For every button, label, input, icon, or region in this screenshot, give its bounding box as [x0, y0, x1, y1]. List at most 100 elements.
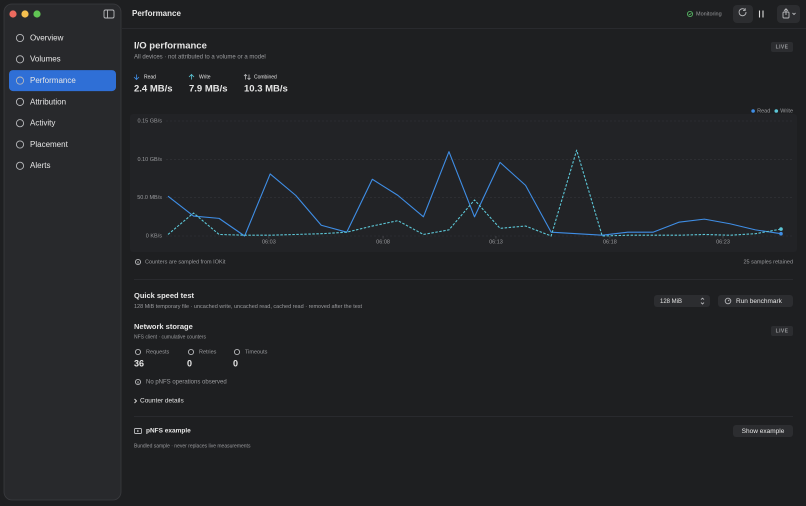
window-title: Performance [132, 9, 181, 18]
nav-icon [15, 119, 25, 128]
size-select[interactable]: 128 MiB [654, 295, 710, 307]
nav-item[interactable]: Overview [15, 33, 64, 43]
samples-note: 25 samples retained [743, 259, 793, 265]
y-tick-label: 0.10 GB/s [138, 157, 163, 163]
legend-label: Write [780, 108, 793, 114]
counter: Retries 0 [187, 348, 217, 368]
counter-value: 0 [233, 358, 238, 368]
live-badge-bg [771, 42, 793, 52]
last-point [779, 231, 783, 236]
counter: Timeouts 0 [233, 348, 268, 368]
chart-panel [130, 114, 797, 252]
counter-label: Requests [146, 350, 169, 356]
nav-item[interactable]: Attribution [15, 97, 66, 106]
stat-label: Read [144, 75, 156, 81]
counter-value: 0 [187, 358, 192, 368]
network-title: Network storage [134, 322, 193, 331]
legend: Write Read [751, 108, 793, 114]
y-tick-label: 50.0 MB/s [137, 195, 162, 201]
nav-label[interactable]: Performance [30, 76, 76, 85]
counter-value: 36 [134, 358, 144, 368]
button-label[interactable]: Show example [742, 428, 785, 435]
stat-value: 7.9 MB/s [189, 84, 228, 95]
share-menu-button[interactable] [777, 5, 800, 23]
sidebar [3, 3, 122, 501]
stat: Read 2.4 MB/s [133, 74, 173, 95]
x-tick-label: 06:03 [262, 239, 276, 245]
note-text: No pNFS operations observed [146, 380, 227, 386]
zoom-button[interactable] [33, 10, 41, 18]
sidebar-nav: Overview Volumes Performance Attribution Act… [9, 33, 116, 170]
minimize-button[interactable] [21, 10, 29, 18]
size-value[interactable]: 128 MiB [660, 299, 682, 305]
io-stats: Read 2.4 MB/s Write 7.9 MB/s Combined 10.3 MB… [133, 73, 288, 95]
counter-icon [134, 348, 142, 356]
nav-item[interactable]: Activity [15, 119, 55, 128]
io-chart: 0 KB/s 50.0 MB/s 0.10 GB/s 0.15 GB/s 06:03 06… [137, 108, 793, 245]
nav-selection [9, 70, 116, 92]
live-badge-bg [771, 326, 793, 336]
nav-item[interactable]: Volumes [15, 55, 61, 64]
nav-item[interactable]: Placement [15, 140, 69, 149]
counter-label: Retries [199, 350, 217, 356]
example-title: pNFS example [146, 428, 191, 435]
stat: Write 7.9 MB/s [188, 73, 228, 95]
refresh-button[interactable] [733, 5, 753, 23]
nav-icon [15, 55, 25, 64]
nav-label[interactable]: Alerts [30, 161, 50, 170]
nav-icon [15, 140, 25, 149]
legend-label: Read [757, 108, 770, 114]
nav-item[interactable]: Alerts [15, 161, 50, 170]
button-label[interactable]: Run benchmark [736, 298, 783, 305]
speed-test-title: Quick speed test [134, 291, 195, 300]
sidebar-toggle[interactable] [103, 9, 115, 19]
nav-label[interactable]: Activity [30, 119, 55, 128]
run-benchmark-button[interactable]: Run benchmark [718, 295, 793, 307]
stat-icon [188, 73, 195, 80]
stat-label: Write [199, 75, 211, 81]
counter-icon [233, 348, 241, 356]
section-subtitle: All devices · not attributed to a volume… [134, 55, 266, 61]
example-subtitle: Bundled sample · never replaces live mea… [134, 443, 251, 449]
status-label: Monitoring [696, 11, 722, 17]
monitoring-status: Monitoring [687, 10, 722, 17]
pause-button[interactable] [758, 10, 764, 18]
live-badge: LIVE [776, 329, 789, 335]
y-tick-label: 0.15 GB/s [138, 118, 163, 124]
nav-icon [15, 161, 25, 170]
show-example-button[interactable]: Show example [733, 425, 793, 437]
nav-label[interactable]: Attribution [30, 97, 66, 106]
network-subtitle: NFS client · cumulative counters [134, 334, 206, 340]
chart-footer: Counters are sampled from IOKit 25 sampl… [134, 258, 793, 265]
nav-icon [15, 97, 25, 106]
nav-icon [15, 76, 25, 85]
x-tick-label: 06:13 [489, 239, 503, 245]
nav-icon [15, 33, 25, 43]
x-tick-label: 06:23 [716, 239, 730, 245]
x-tick-label: 06:08 [376, 239, 390, 245]
footer-note: Counters are sampled from IOKit [145, 259, 226, 265]
stat-icon [133, 74, 140, 81]
stat-value: 2.4 MB/s [134, 84, 173, 95]
nav-label[interactable]: Overview [30, 33, 64, 42]
counter-icon [187, 348, 195, 356]
stat-label: Combined [254, 75, 277, 81]
series-line [167, 149, 782, 237]
legend-swatch [774, 109, 779, 113]
disclosure-label[interactable]: Counter details [140, 398, 184, 405]
nav-label[interactable]: Volumes [30, 55, 61, 64]
nav-item[interactable]: Performance [9, 70, 116, 92]
series-line [167, 151, 782, 237]
pnfs-note: No pNFS operations observed [134, 378, 227, 386]
stat-icon [243, 73, 251, 81]
close-button[interactable] [9, 10, 17, 18]
legend-swatch [751, 109, 755, 113]
section-title: I/O performance [134, 41, 207, 52]
stat-value: 10.3 MB/s [244, 84, 288, 95]
x-tick-label: 06:18 [603, 239, 617, 245]
nav-label[interactable]: Placement [30, 140, 69, 149]
counter-details-disclosure[interactable]: Counter details [134, 398, 185, 405]
